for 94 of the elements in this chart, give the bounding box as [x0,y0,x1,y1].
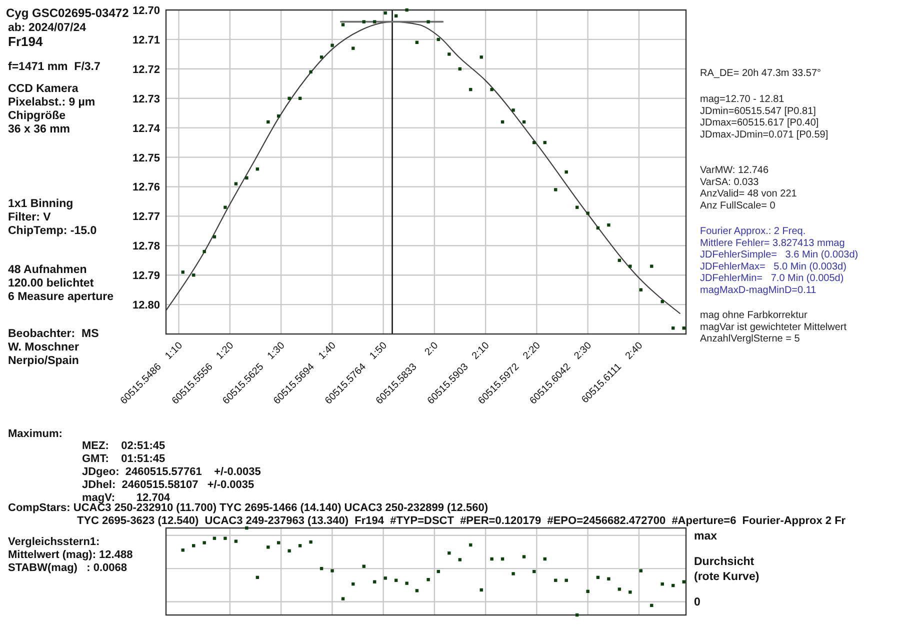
point [212,536,216,540]
x-tick-label: 2:0 [422,340,441,358]
point [639,569,643,572]
point [202,541,206,544]
point [650,264,654,268]
point [234,540,238,543]
point [266,546,270,549]
y-tick-label: 12.75 [132,152,160,164]
point [458,558,462,562]
point [512,572,515,576]
text: Fourier Approx.: 2 Freq. Mittlere Fehler= 3.827413 mmag JDFehlerSimple= 3.6 Min (0.003d) JDFehlerMax= 5.0 Min (0.003d) JDFehlerMin= 7.0 Min (0.005d) magMaxD-magMinD=0.11 [700,226,858,296]
ref-line-label: max [694,530,718,542]
point [405,582,408,585]
point [628,590,632,594]
text: f=1471 mm F/3.7 [8,61,100,73]
point [448,551,451,555]
point [245,176,248,180]
text: CCD Kamera Pixelabst.: 9 µm Chipgröße 36 x 36 mm [8,83,96,136]
text: Maximum: [8,428,62,440]
text: Mittelwert (mag): 12.488 [8,549,133,561]
text: Beobachter: MS W. Moschner Nerpio/Spain [8,328,100,368]
point [639,288,643,292]
point [224,536,227,540]
point [586,590,590,594]
point [405,8,408,12]
point [522,555,526,558]
point [202,250,206,254]
point [245,526,248,530]
y-tick-label: 12.71 [132,34,160,46]
y-tick-label: 12.70 [132,5,160,17]
point [352,46,355,50]
text: 48 Aufnahmen 120.00 belichtet 6 Measure aperture [8,264,114,304]
point [309,540,312,544]
text: mag ohne Farbkorrektur magVar ist gewichteter Mittelwert AnzahlVerglSterne = 5 [700,310,847,345]
point [682,580,686,584]
y-tick-label: 12.76 [132,182,160,194]
point [373,20,376,24]
point [276,541,280,544]
text: CompStars: UCAC3 250-232910 (11.700) TYC 2695-1466 (14.140) UCAC3 250-232899 (12.560) [8,502,488,514]
point [362,564,366,568]
point [234,182,238,186]
text: Cyg GSC02695-03472 [6,6,130,20]
text: VarMW: 12.746 VarSA: 0.033 AnzValid= 48 von 221 Anz FullScale= 0 [700,165,798,212]
point [266,120,270,124]
point [341,597,345,600]
point [309,70,312,74]
text: mag=12.70 - 12.81 JDmin=60515.547 [P0.81] JDmax=60515.617 [P0.40] JDmax-JDmin=0.071 [P0.59] [700,94,828,140]
point [341,23,345,26]
point [298,544,302,548]
x-tick-label: 1:10 [163,340,186,362]
point [575,206,579,209]
point [554,188,558,192]
y-tick-label: 12.77 [132,211,160,224]
text: RA_DE= 20h 47.3m 33.57° [700,68,822,79]
point [330,44,334,47]
y-tick-label: 12.78 [132,240,160,253]
text: Vergleichsstern1: [8,536,100,548]
point [512,108,515,112]
text: TYC 2695-3623 (12.540) UCAC3 249-237963 (13.340) Fr194 #TYP=DSCT #PER=0.120179 #EPO=2456682.472700 #Aperture=6 Fourier-Approx 2 Fr [77,515,846,527]
point [426,20,430,24]
point [586,212,590,215]
point [224,206,227,209]
point [618,588,622,591]
point [490,88,494,92]
point [288,549,291,552]
y-tick-label: 12.72 [132,64,160,76]
point [426,578,430,582]
point [607,223,610,227]
point [394,578,398,582]
y-tick-label: 12.80 [132,300,160,312]
point [373,580,376,584]
point [564,578,568,582]
point [192,544,196,548]
point [490,557,494,561]
text: Fr194 [8,34,44,49]
text: STABW(mag) : 0.0068 [8,562,127,574]
y-tick-label: 12.73 [132,93,160,106]
text: ab: 2024/07/24 [8,22,87,34]
point [288,96,291,100]
ref-line-label: Durchsicht (rote Kurve) [694,556,760,584]
point [212,235,216,238]
point [607,577,610,580]
text: MEZ: 02:51:45 GMT: 01:51:45 JDgeo: 2460515.57761 +/-0.0035 JDhel: 2460515.58107 +/-0.0035 magV: 12.704 [82,440,261,504]
ref-line-label: 0 [694,596,700,609]
point [628,264,632,268]
point [554,578,558,582]
point [330,569,334,572]
text: 1x1 Binning Filter: V ChipTemp: -15.0 [8,198,97,238]
y-tick-label: 12.79 [132,270,160,282]
point [415,589,419,592]
y-tick-label: 12.74 [132,122,161,135]
x-tick-label: 1:50 [368,340,390,362]
point [448,52,451,56]
point [362,20,366,24]
